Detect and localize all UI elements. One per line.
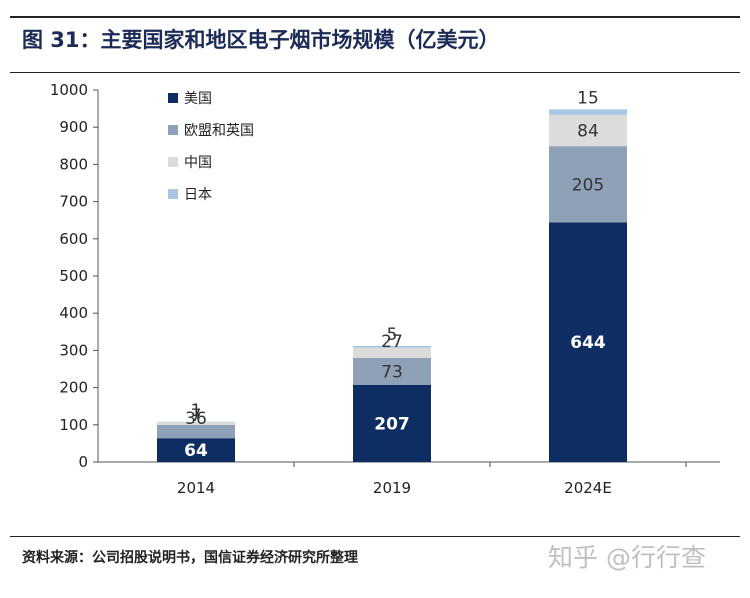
bar-segment bbox=[157, 438, 235, 462]
chart-title: 图 31：主要国家和地区电子烟市场规模（亿美元） bbox=[22, 28, 500, 52]
bottom-rule bbox=[10, 536, 740, 537]
bar-segment bbox=[549, 146, 627, 223]
x-tick-label: 2014 bbox=[177, 479, 215, 497]
top-rule bbox=[10, 16, 740, 18]
bar-segment bbox=[157, 422, 235, 425]
y-tick-label: 900 bbox=[59, 118, 88, 136]
legend-label: 日本 bbox=[184, 187, 212, 203]
y-tick-label: 500 bbox=[59, 267, 88, 285]
data-label: 7 bbox=[191, 406, 202, 426]
y-tick-label: 100 bbox=[59, 416, 88, 434]
data-label: 205 bbox=[572, 175, 604, 195]
bar-segment bbox=[157, 421, 235, 423]
data-label: 1 bbox=[191, 401, 202, 421]
y-tick-label: 700 bbox=[59, 193, 88, 211]
data-label: 5 bbox=[387, 325, 398, 345]
x-tick-label: 2019 bbox=[373, 479, 411, 497]
bar-segment bbox=[353, 345, 431, 348]
data-label: 644 bbox=[570, 333, 606, 353]
data-label: 73 bbox=[381, 362, 403, 382]
bar-segment bbox=[353, 384, 431, 462]
data-label: 15 bbox=[577, 88, 599, 108]
legend-swatch bbox=[168, 157, 178, 167]
legend-swatch bbox=[168, 93, 178, 103]
watermark: 知乎 @行行查 bbox=[548, 543, 706, 572]
data-label: 207 bbox=[374, 414, 410, 434]
data-label: 36 bbox=[185, 409, 207, 429]
y-tick-label: 200 bbox=[59, 379, 88, 397]
x-tick-label: 2024E bbox=[564, 479, 612, 497]
legend-swatch bbox=[168, 125, 178, 135]
legend-label: 中国 bbox=[184, 155, 212, 171]
y-tick-label: 800 bbox=[59, 155, 88, 173]
y-tick-label: 0 bbox=[78, 453, 88, 471]
y-tick-label: 400 bbox=[59, 304, 88, 322]
data-label: 84 bbox=[577, 122, 599, 142]
data-label: 27 bbox=[381, 332, 403, 352]
bar-segment bbox=[353, 357, 431, 385]
legend-swatch bbox=[168, 189, 178, 199]
data-label: 64 bbox=[184, 441, 208, 461]
bar-segment bbox=[353, 347, 431, 358]
bar-segment bbox=[549, 222, 627, 462]
bar-segment bbox=[549, 114, 627, 147]
bar-segment bbox=[549, 109, 627, 115]
bar-segment bbox=[157, 424, 235, 439]
y-tick-label: 1000 bbox=[50, 81, 88, 99]
source-note: 资料来源：公司招股说明书，国信证券经济研究所整理 bbox=[22, 550, 358, 566]
legend-label: 美国 bbox=[184, 91, 212, 107]
y-tick-label: 300 bbox=[59, 341, 88, 359]
legend-label: 欧盟和英国 bbox=[184, 122, 254, 139]
title-rule bbox=[10, 72, 740, 73]
y-tick-label: 600 bbox=[59, 230, 88, 248]
